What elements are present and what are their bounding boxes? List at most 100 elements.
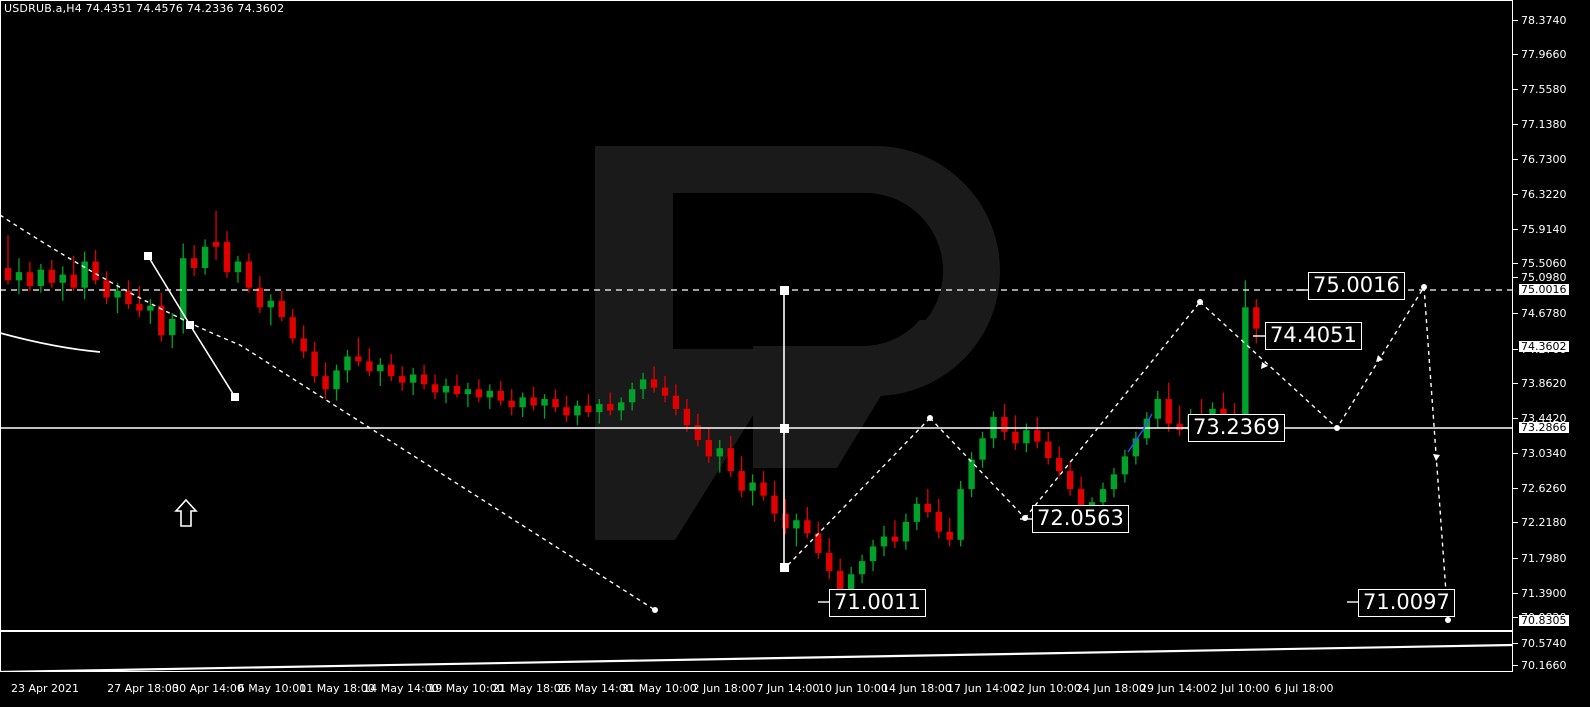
price-tick	[1513, 617, 1518, 618]
forecast-node[interactable]	[1445, 617, 1451, 623]
forecast-arrow-icon	[1376, 355, 1383, 362]
time-tick-label: 10 Jun 10:00	[818, 682, 888, 695]
price-tick	[1513, 124, 1518, 125]
forecast-arrow-icon	[1433, 454, 1440, 461]
candle	[59, 266, 66, 301]
swing-node[interactable]	[652, 607, 658, 613]
candle	[420, 364, 428, 390]
candle	[344, 349, 351, 383]
annotation-71-0011[interactable]: 71.0011	[829, 589, 926, 617]
price-tick-label: 76.7300	[1521, 153, 1567, 166]
candle	[1121, 449, 1129, 483]
candle	[48, 259, 55, 288]
price-tick-label: 77.1380	[1521, 118, 1567, 131]
candle	[4, 235, 12, 285]
candle	[409, 367, 417, 395]
anchor-point[interactable]	[231, 393, 239, 401]
time-tick-label: 21 May 18:00	[492, 682, 568, 695]
plot-border-top	[0, 0, 1513, 1]
price-tick	[1513, 229, 1518, 230]
candle	[399, 366, 406, 391]
price-tick-label: 73.8620	[1521, 377, 1567, 390]
up-arrow-icon[interactable]	[174, 498, 198, 528]
anchor-point[interactable]	[144, 252, 152, 260]
price-highlight-label[interactable]: 75.0016	[1519, 283, 1569, 296]
candle	[26, 261, 34, 291]
swing-node[interactable]	[1022, 515, 1028, 521]
price-axis[interactable]: 78.3740 77.9660 77.5580 77.1380 76.7300 76.32…	[1513, 0, 1590, 672]
candle	[245, 253, 253, 293]
price-tick	[1513, 488, 1518, 489]
candle	[311, 341, 318, 383]
candle	[15, 258, 23, 295]
candle	[125, 280, 132, 309]
candle	[256, 276, 264, 314]
annotation-74-4051[interactable]: 74.4051	[1265, 322, 1362, 350]
time-tick-label: 30 Apr 14:00	[172, 682, 244, 695]
candle	[37, 263, 45, 293]
anchor-point[interactable]	[780, 286, 789, 295]
candle	[858, 554, 866, 584]
candle	[552, 389, 559, 413]
price-tick-label: 72.6260	[1521, 482, 1567, 495]
anchor-point[interactable]	[186, 321, 194, 329]
time-tick-label: 6 May 10:00	[237, 682, 307, 695]
time-tick-label: 19 May 10:00	[428, 682, 504, 695]
price-tick	[1513, 665, 1518, 666]
price-tick	[1513, 20, 1518, 21]
candle	[278, 290, 285, 322]
price-tick-label: 75.9140	[1521, 223, 1567, 236]
candle	[1110, 467, 1118, 498]
chart-plot-area[interactable]: 75.0016 74.4051 73.2369 72.0563 71.0011 …	[0, 0, 1513, 672]
price-highlight-label[interactable]: 74.3602	[1519, 340, 1569, 353]
candle	[103, 271, 110, 305]
candle	[212, 210, 220, 260]
anchor-point[interactable]	[780, 563, 789, 572]
time-tick-label: 6 Jul 18:00	[1274, 682, 1334, 695]
price-tick	[1513, 89, 1518, 90]
descending-channel-upper	[0, 214, 656, 611]
candle	[563, 395, 570, 422]
candle	[333, 364, 340, 401]
price-highlight-label[interactable]: 73.2866	[1519, 421, 1569, 434]
candle	[1001, 403, 1008, 440]
time-tick-label: 26 May 14:00	[557, 682, 633, 695]
price-tick-label: 78.3740	[1521, 14, 1567, 27]
price-tick-label: 75.0980	[1521, 271, 1567, 284]
annotation-71-0097[interactable]: 71.0097	[1358, 589, 1455, 617]
swing-node[interactable]	[1197, 299, 1203, 305]
price-tick-label: 70.5740	[1521, 637, 1567, 650]
impulse-down-dashed-1	[929, 417, 1026, 519]
impulse-up-dashed-2	[1024, 301, 1201, 519]
price-tick-label: 77.5580	[1521, 83, 1567, 96]
price-highlight-label[interactable]: 70.8305	[1519, 614, 1569, 627]
time-tick-label: 29 Jun 14:00	[1140, 682, 1210, 695]
time-tick-label: 2 Jul 10:00	[1210, 682, 1270, 695]
candle	[136, 286, 143, 318]
candle	[1165, 382, 1172, 432]
annotation-75-0016[interactable]: 75.0016	[1308, 272, 1405, 300]
forecast-node[interactable]	[1334, 425, 1340, 431]
forecast-node[interactable]	[1421, 284, 1427, 290]
price-tick	[1513, 277, 1518, 278]
anchor-point[interactable]	[780, 424, 789, 433]
annotation-72-0563[interactable]: 72.0563	[1032, 505, 1129, 533]
candle	[508, 389, 515, 416]
price-tick-label: 70.1660	[1521, 659, 1567, 672]
candle	[1056, 446, 1063, 477]
annotation-73-2369[interactable]: 73.2369	[1188, 414, 1285, 442]
candle	[169, 313, 176, 349]
time-tick-label: 14 Jun 18:00	[882, 682, 952, 695]
price-tick	[1513, 349, 1518, 350]
candle	[869, 539, 877, 571]
forecast-arrow-icon	[1261, 362, 1268, 369]
price-tick	[1513, 54, 1518, 55]
price-tick-label: 75.5060	[1521, 257, 1567, 270]
candle	[1066, 460, 1074, 496]
time-tick-label: 2 Jun 18:00	[692, 682, 756, 695]
swing-node[interactable]	[927, 415, 933, 421]
candle	[388, 354, 395, 382]
price-tick-label: 72.2180	[1521, 516, 1567, 529]
time-axis[interactable]: 23 Apr 2021 27 Apr 18:00 30 Apr 14:00 6 May…	[0, 672, 1513, 707]
candle	[201, 239, 209, 275]
